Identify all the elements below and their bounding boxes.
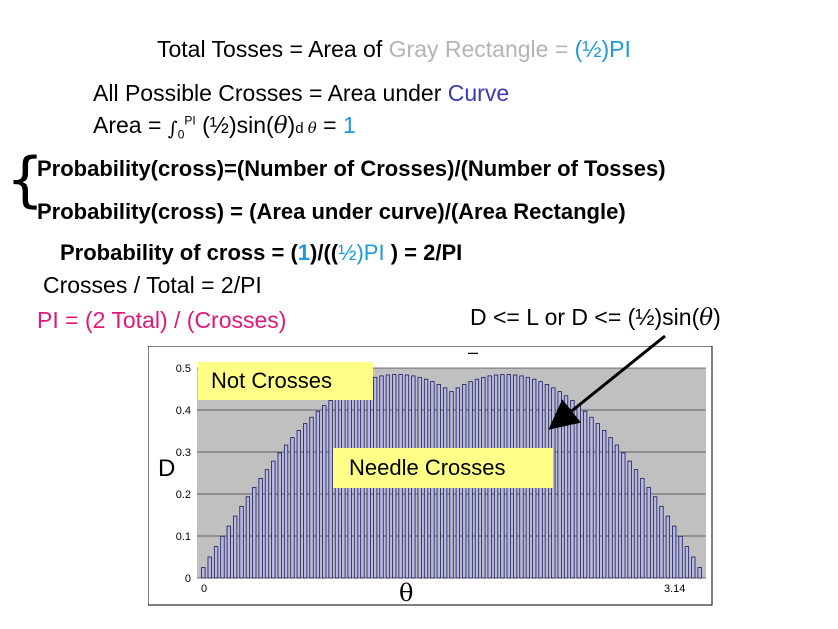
condition-text: D <= L or D <= (½)sin( bbox=[470, 304, 700, 330]
bar bbox=[652, 496, 658, 579]
bar bbox=[659, 505, 664, 579]
integrand-text: (½)sin( bbox=[195, 112, 274, 138]
integral-upper-limit: PI bbox=[184, 113, 196, 128]
total-tosses-line: Total Tosses = Area of Gray Rectangle = … bbox=[157, 38, 631, 61]
y-tick-labels: 0 0.1 0.2 0.3 0.4 0.5 bbox=[176, 363, 191, 585]
bar bbox=[627, 460, 632, 579]
bar bbox=[226, 525, 231, 579]
bar bbox=[691, 556, 696, 579]
brace-symbol: { bbox=[6, 145, 45, 215]
bar bbox=[328, 400, 333, 579]
bar bbox=[602, 430, 607, 579]
area-label: Area = bbox=[93, 112, 168, 138]
bar bbox=[245, 496, 251, 579]
bar bbox=[665, 515, 670, 579]
y-tick-label: 0 bbox=[185, 573, 191, 585]
bar bbox=[672, 525, 677, 579]
bar bbox=[283, 444, 289, 579]
integral-lower-limit: 0 bbox=[177, 127, 185, 142]
y-tick-label: 0.3 bbox=[176, 447, 191, 459]
equals-text: = bbox=[316, 112, 343, 138]
bar bbox=[220, 535, 225, 579]
y-tick-label: 0.4 bbox=[176, 405, 191, 417]
area-result: 1 bbox=[342, 112, 356, 138]
bar bbox=[595, 423, 600, 579]
bar bbox=[239, 505, 244, 579]
total-tosses-text: Total Tosses = Area of bbox=[157, 36, 389, 62]
y-tick-label: 0.5 bbox=[176, 363, 191, 375]
x-tick-left: 0 bbox=[201, 583, 207, 595]
bar bbox=[207, 556, 212, 579]
prob-result-c: )/(( bbox=[310, 240, 339, 265]
bar bbox=[201, 567, 206, 579]
differential-d: d bbox=[295, 120, 308, 137]
x-tick-right: 3.14 bbox=[664, 583, 685, 595]
bar bbox=[303, 423, 308, 579]
gray-rectangle-text: Gray Rectangle = bbox=[388, 36, 575, 62]
condition-theta: θ bbox=[699, 305, 714, 331]
pi-formula-line: PI = (2 Total) / (Crosses) bbox=[37, 307, 287, 333]
probability-count-line: Probability(cross)=(Number of Crosses)/(… bbox=[37, 156, 666, 181]
prob-result-a: Probability of cross = ( bbox=[60, 240, 298, 265]
bar bbox=[563, 395, 569, 579]
half-pi-text: (½)PI bbox=[574, 36, 631, 62]
prob-result-e: ) = 2/PI bbox=[384, 240, 463, 265]
probability-result-line: Probability of cross = (1)/((½)PI ) = 2/… bbox=[60, 242, 462, 264]
needle-crosses-label: Needle Crosses bbox=[349, 455, 506, 480]
condition-line: D <= L or D <= (½)sin(θ) bbox=[470, 306, 721, 330]
integrand-close: ) bbox=[287, 112, 296, 138]
bar bbox=[633, 469, 639, 579]
bar bbox=[557, 391, 562, 579]
needle-crosses-box bbox=[333, 448, 553, 488]
bar bbox=[589, 416, 594, 579]
bar bbox=[264, 469, 270, 579]
bar bbox=[315, 410, 321, 579]
bar bbox=[697, 567, 702, 579]
theta-symbol: θ bbox=[273, 113, 288, 139]
dash-mark: – bbox=[468, 346, 478, 362]
bar bbox=[258, 477, 263, 579]
bar bbox=[233, 515, 238, 579]
bar bbox=[646, 487, 651, 579]
prob-result-one: 1 bbox=[297, 240, 311, 265]
needle-probability-chart: 00.10.20.30.40.5 0 3.14 θ D Not Crosses … bbox=[148, 346, 713, 606]
not-crosses-box bbox=[198, 362, 373, 400]
prob-result-half-pi: ½)PI bbox=[338, 240, 385, 265]
condition-close: ) bbox=[713, 304, 721, 330]
y-axis-label: D bbox=[158, 455, 175, 482]
bar bbox=[621, 452, 626, 579]
bar bbox=[608, 437, 613, 579]
crosses-total-line: Crosses / Total = 2/PI bbox=[43, 272, 262, 298]
bar bbox=[684, 546, 690, 579]
bar bbox=[582, 410, 588, 579]
y-tick-label: 0.1 bbox=[176, 531, 191, 543]
bar bbox=[640, 477, 645, 579]
bar bbox=[570, 400, 575, 579]
bar bbox=[252, 487, 257, 579]
bar bbox=[213, 546, 219, 579]
y-tick-label: 0.2 bbox=[176, 489, 191, 501]
area-integral-line: Area = ∫0PI (½)sin(θ)d θ = 1 bbox=[93, 114, 356, 141]
bar bbox=[309, 416, 314, 579]
probability-area-line: Probability(cross) = (Area under curve)/… bbox=[37, 199, 626, 224]
all-crosses-line: All Possible Crosses = Area under Curve bbox=[93, 82, 509, 105]
x-axis-label: θ bbox=[399, 579, 413, 606]
bar bbox=[296, 430, 301, 579]
bar bbox=[614, 444, 620, 579]
bar bbox=[322, 405, 327, 579]
not-crosses-label: Not Crosses bbox=[211, 368, 332, 393]
all-crosses-text: All Possible Crosses = Area under bbox=[93, 80, 448, 106]
bar bbox=[271, 460, 276, 579]
bar bbox=[290, 437, 295, 579]
bar bbox=[678, 535, 683, 579]
bar bbox=[576, 405, 581, 579]
bar bbox=[277, 452, 282, 579]
differential-theta: θ bbox=[307, 119, 317, 137]
curve-text: Curve bbox=[447, 80, 510, 106]
integral-sign-icon: ∫ bbox=[167, 118, 178, 140]
